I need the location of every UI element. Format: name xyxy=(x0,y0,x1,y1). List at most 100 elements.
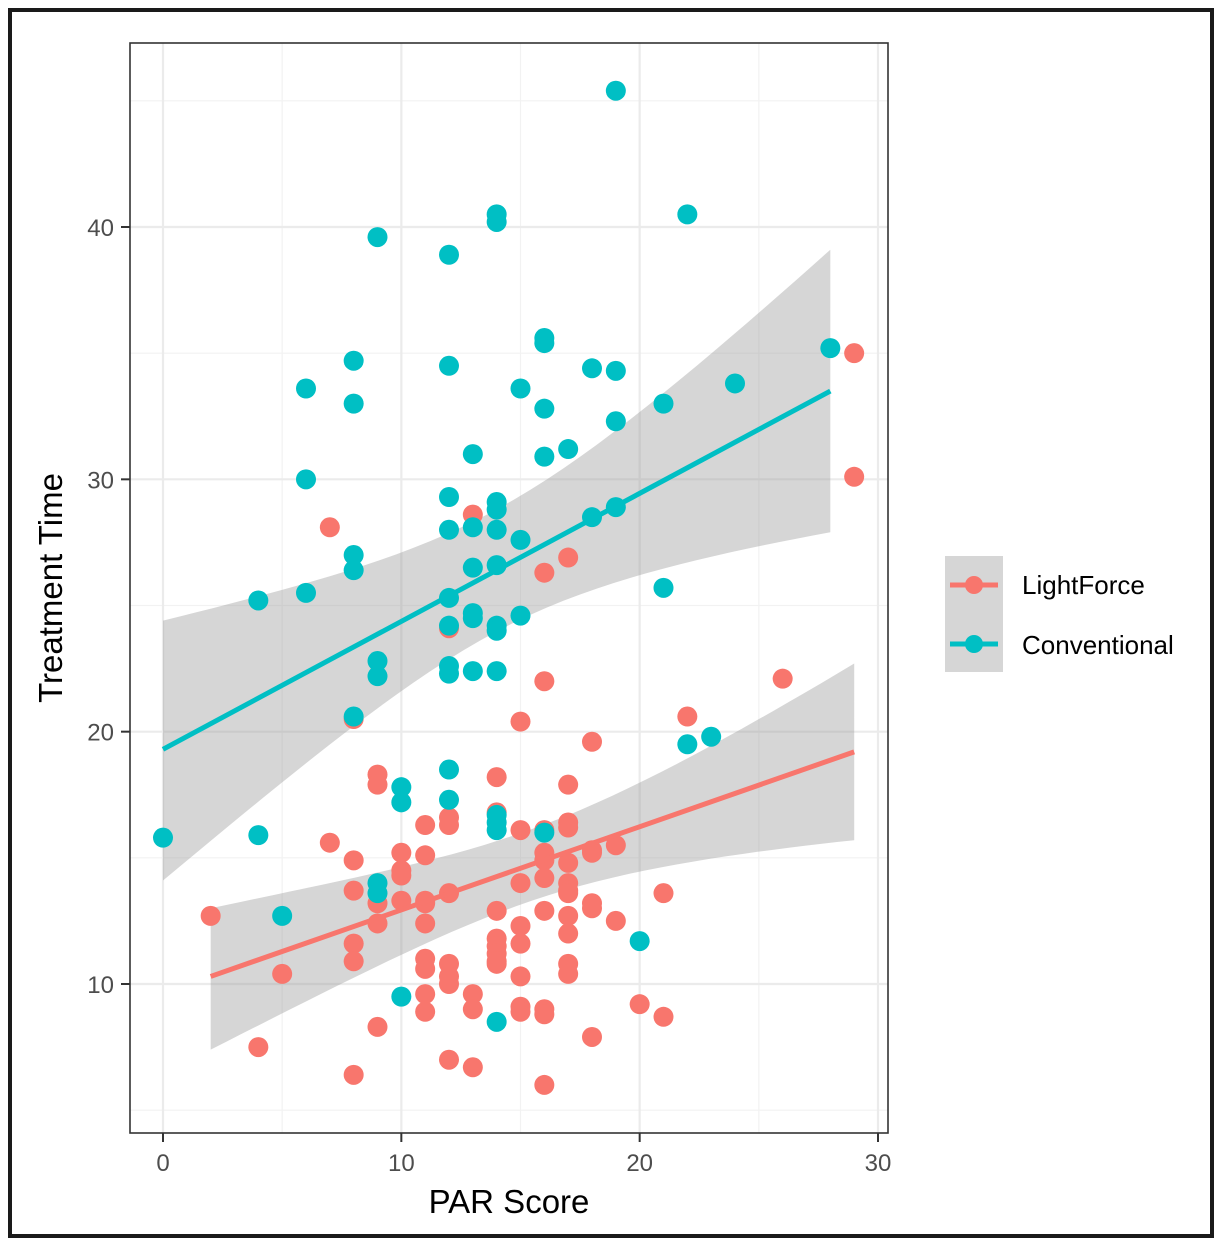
data-point-conventional xyxy=(391,777,412,798)
data-point-conventional xyxy=(296,469,316,490)
data-point-lightforce xyxy=(582,731,602,752)
data-point-lightforce xyxy=(415,815,436,836)
data-point-lightforce xyxy=(534,1004,555,1025)
data-point-lightforce xyxy=(272,963,293,984)
data-point-conventional xyxy=(510,529,531,550)
data-point-lightforce xyxy=(343,850,364,871)
data-point-lightforce xyxy=(534,900,555,921)
data-point-lightforce xyxy=(558,774,579,795)
data-point-lightforce xyxy=(319,832,340,853)
data-point-conventional xyxy=(343,545,364,566)
legend-key-background xyxy=(945,556,1003,672)
data-point-conventional xyxy=(439,244,459,265)
data-point-conventional xyxy=(462,661,483,682)
data-point-lightforce xyxy=(343,880,364,901)
data-point-conventional xyxy=(367,227,388,248)
data-point-lightforce xyxy=(367,1016,388,1037)
data-point-lightforce xyxy=(582,1026,602,1047)
x-tick-label: 30 xyxy=(865,1150,892,1177)
data-point-lightforce xyxy=(343,1064,364,1085)
data-point-conventional xyxy=(677,734,698,755)
data-point-lightforce xyxy=(510,820,531,841)
data-point-lightforce xyxy=(486,900,507,921)
data-point-conventional xyxy=(582,358,602,379)
data-point-lightforce xyxy=(439,1049,459,1070)
data-point-lightforce xyxy=(248,1037,269,1058)
data-point-lightforce xyxy=(558,883,579,904)
regression-line-conventional xyxy=(161,388,832,752)
legend-label-lightforce: LightForce xyxy=(1022,570,1145,600)
data-point-conventional xyxy=(296,582,316,603)
figure-frame xyxy=(8,8,1214,1238)
data-point-lightforce xyxy=(605,835,626,856)
grid-major xyxy=(130,43,888,1133)
data-point-conventional xyxy=(391,986,412,1007)
data-point-lightforce xyxy=(558,852,579,873)
data-point-conventional xyxy=(534,398,555,419)
data-point-conventional xyxy=(343,350,364,371)
data-point-lightforce xyxy=(343,951,364,972)
data-point-conventional xyxy=(534,446,555,467)
x-axis-title: PAR Score xyxy=(429,1183,590,1220)
data-point-conventional xyxy=(272,905,293,926)
y-tick-label: 30 xyxy=(87,467,114,494)
data-point-conventional xyxy=(367,651,388,672)
y-axis-ticks: 10 20 30 40 xyxy=(87,215,130,999)
data-point-conventional xyxy=(248,590,269,611)
data-point-lightforce xyxy=(510,1001,531,1022)
data-point-lightforce xyxy=(510,711,531,732)
data-point-lightforce xyxy=(415,958,436,979)
confidence-ribbon-lightforce xyxy=(210,663,855,1050)
data-point-lightforce xyxy=(486,953,507,974)
data-point-conventional xyxy=(605,411,626,432)
data-point-conventional xyxy=(510,605,531,626)
data-point-lightforce xyxy=(439,815,459,836)
data-point-conventional xyxy=(462,444,483,465)
data-point-conventional xyxy=(486,499,507,520)
data-point-conventional xyxy=(439,663,459,684)
data-point-lightforce xyxy=(653,1006,674,1027)
data-point-lightforce xyxy=(200,905,221,926)
x-tick-label: 10 xyxy=(388,1150,415,1177)
data-point-conventional xyxy=(605,360,626,381)
data-point-conventional xyxy=(367,666,388,687)
data-point-lightforce xyxy=(462,999,483,1020)
data-point-conventional xyxy=(367,883,388,904)
data-point-conventional xyxy=(153,827,173,848)
data-point-conventional xyxy=(701,726,722,747)
data-point-lightforce xyxy=(391,865,412,886)
data-point-lightforce xyxy=(486,767,507,788)
data-point-lightforce xyxy=(415,913,436,934)
data-point-conventional xyxy=(534,822,555,843)
data-point-lightforce xyxy=(415,984,436,1005)
data-point-conventional xyxy=(296,378,316,399)
legend: LightForce Conventional xyxy=(945,556,1174,672)
data-point-conventional xyxy=(629,931,650,952)
data-point-lightforce xyxy=(415,1001,436,1022)
data-point-conventional xyxy=(248,825,269,846)
data-point-lightforce xyxy=(367,774,388,795)
data-point-lightforce xyxy=(677,706,698,727)
data-point-lightforce xyxy=(844,343,865,364)
data-point-conventional xyxy=(534,333,555,354)
data-point-conventional xyxy=(486,661,507,682)
legend-label-conventional: Conventional xyxy=(1022,630,1174,660)
data-point-lightforce xyxy=(510,915,531,936)
data-point-lightforce xyxy=(772,668,793,689)
data-point-lightforce xyxy=(582,898,602,919)
data-point-lightforce xyxy=(558,817,579,838)
data-point-conventional xyxy=(462,557,483,578)
data-point-conventional xyxy=(486,211,507,232)
y-tick-label: 40 xyxy=(87,215,114,242)
data-point-lightforce xyxy=(558,963,579,984)
data-point-lightforce xyxy=(462,1057,483,1078)
data-point-lightforce xyxy=(558,923,579,944)
data-point-conventional xyxy=(462,517,483,538)
data-point-lightforce xyxy=(510,966,531,987)
data-point-lightforce xyxy=(391,842,412,863)
data-point-lightforce xyxy=(439,974,459,994)
data-point-lightforce xyxy=(844,466,865,487)
data-point-conventional xyxy=(439,355,459,376)
data-point-conventional xyxy=(439,789,459,810)
